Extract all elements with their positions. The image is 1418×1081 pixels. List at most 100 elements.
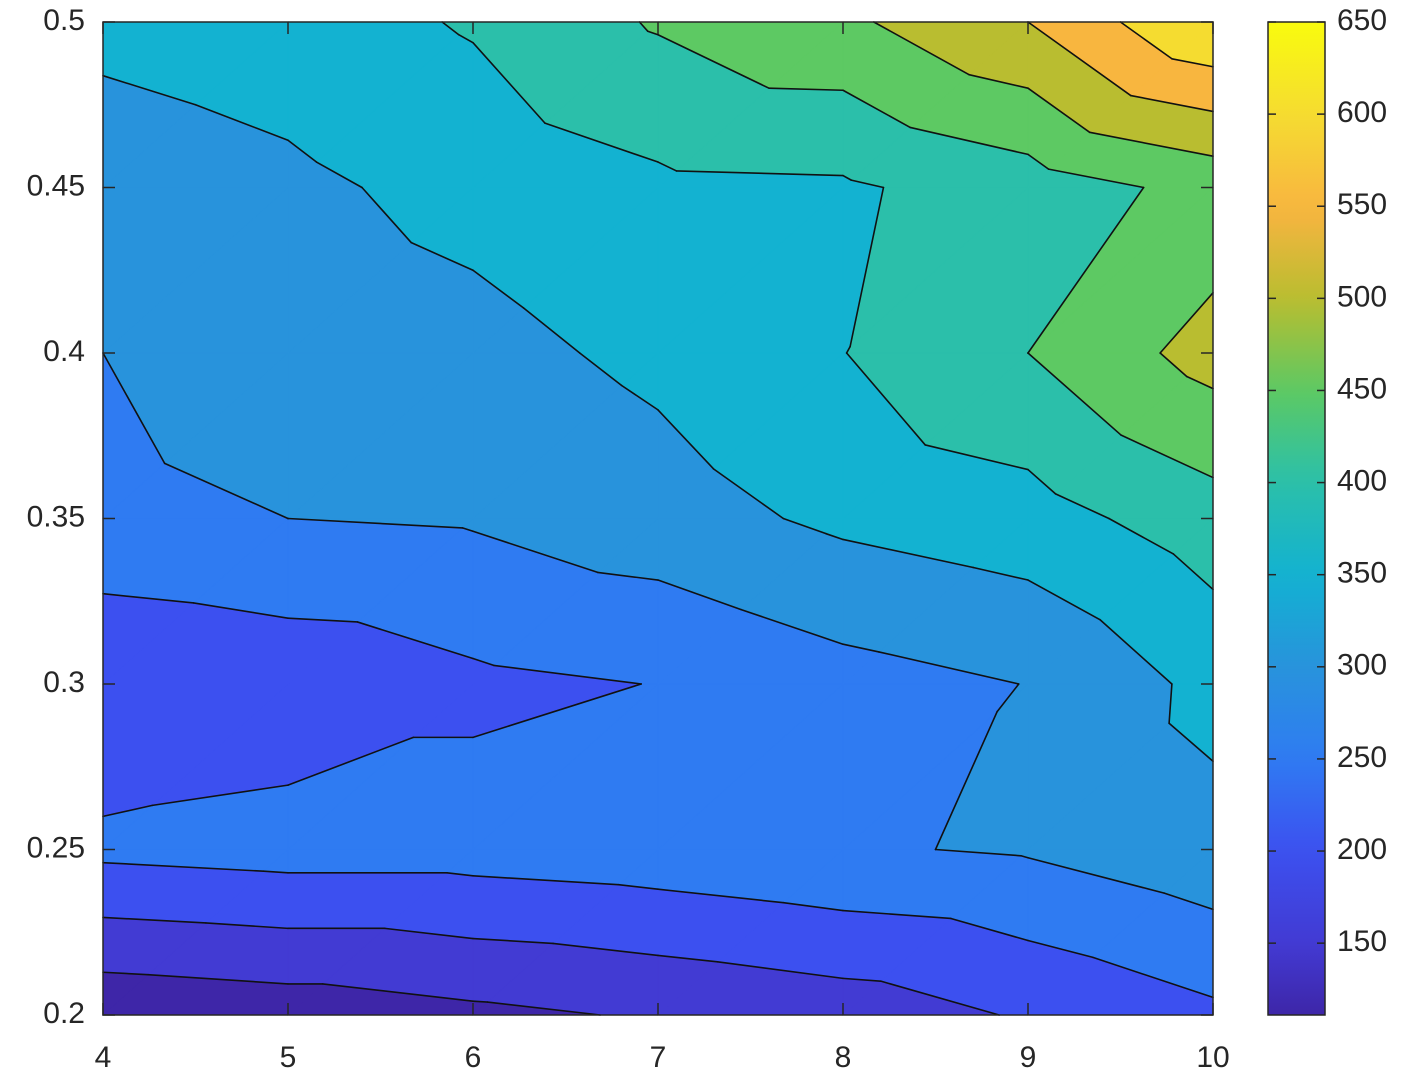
contour-line: [716, 961, 844, 980]
contour-line: [1168, 683, 1173, 725]
x-tick-label: 8: [835, 1041, 852, 1074]
contour-line: [1091, 956, 1214, 999]
contour-line: [740, 608, 844, 645]
contour-line: [845, 345, 851, 354]
colorbar-tick-label: 350: [1337, 557, 1387, 590]
y-tick-label: 0.35: [27, 500, 85, 533]
contour-line: [996, 683, 1020, 713]
contour-line: [205, 922, 289, 930]
contour-line: [102, 352, 166, 465]
contour-line: [782, 901, 844, 912]
y-tick-label: 0.2: [43, 997, 85, 1030]
contour-line: [934, 848, 1022, 857]
x-tick-label: 7: [650, 1041, 667, 1074]
contour-line: [782, 517, 827, 535]
contour-line: [880, 980, 1000, 1016]
contour-line: [1047, 168, 1145, 189]
contour-line: [102, 861, 265, 873]
contour-line: [638, 21, 649, 32]
x-tick-label: 5: [280, 1041, 297, 1074]
contour-line: [842, 909, 952, 920]
contour-line: [1027, 186, 1145, 354]
contour-line: [552, 942, 659, 957]
contour-line: [1185, 375, 1214, 390]
contour-line: [457, 33, 474, 44]
contour-line: [522, 307, 581, 354]
contour-line: [657, 33, 770, 89]
contour-line: [1027, 21, 1132, 97]
contour-line: [1027, 468, 1057, 495]
contour-line: [646, 30, 659, 36]
y-tick-label: 0.5: [43, 4, 85, 37]
contour-line: [850, 179, 885, 189]
contour-line: [441, 21, 460, 36]
contour-line: [657, 409, 715, 470]
colorbar-tick-label: 400: [1337, 464, 1387, 497]
contour-line: [620, 384, 659, 411]
contour-line: [287, 736, 415, 786]
contour-line: [356, 621, 474, 660]
contour-line: [446, 872, 474, 877]
contour-line: [972, 566, 1029, 581]
contour-line: [102, 916, 207, 924]
contour-line: [675, 170, 844, 177]
contour-line: [361, 186, 413, 244]
contour-line: [842, 643, 880, 653]
contour-line: [194, 103, 289, 142]
axes: 4 5 6 7 8 9 10 0.2 0.25 0.3 0.35 0.4 0.45 0.5 150 200 25…: [27, 4, 1387, 1074]
contour-line: [287, 617, 359, 623]
contour-line: [1054, 493, 1110, 520]
contour-line: [472, 269, 525, 309]
colorbar-tick-label: 250: [1337, 741, 1387, 774]
contour-line: [924, 444, 1029, 471]
contour-line: [1168, 722, 1214, 763]
colorbar: [1267, 21, 1326, 1016]
contour-line: [1027, 153, 1050, 170]
contour-line: [768, 87, 844, 92]
contour-line: [1027, 939, 1094, 959]
contour-line: [262, 870, 289, 874]
colorbar-tick-label: 200: [1337, 833, 1387, 866]
contour-line: [315, 161, 363, 189]
colorbar-tick-label: 650: [1337, 4, 1387, 37]
contour-line: [486, 1001, 601, 1016]
contour-line: [1027, 87, 1091, 134]
contour-line: [151, 784, 289, 807]
contour-line: [1171, 57, 1214, 68]
contour-line: [1129, 94, 1214, 113]
contour-line: [657, 888, 785, 904]
contour-line: [968, 73, 1029, 89]
contour-line: [192, 602, 289, 619]
contour-line: [102, 592, 195, 604]
colorbar-tick-label: 150: [1337, 925, 1387, 958]
contour-line: [1108, 517, 1175, 555]
contour-line: [1163, 892, 1214, 911]
contour-line: [825, 532, 844, 541]
colorbar-tick-label: 600: [1337, 96, 1387, 129]
contour-line: [1119, 21, 1173, 60]
contour-line: [1027, 352, 1122, 436]
contour-line: [472, 937, 554, 945]
contour-line: [287, 139, 318, 163]
contour-lines: [102, 21, 1214, 1016]
contour-line: [1099, 618, 1173, 685]
contour-line: [845, 352, 927, 446]
contour-line: [657, 161, 678, 172]
contour-line: [617, 883, 659, 891]
contour-line: [163, 462, 289, 520]
contour-fills: [101, 21, 1215, 1016]
colorbar-tick-label: 500: [1337, 280, 1387, 313]
contour-line: [842, 89, 911, 129]
contour-line: [472, 683, 642, 739]
contour-line: [410, 241, 474, 272]
contour-line: [1027, 856, 1166, 894]
y-tick-label: 0.3: [43, 666, 85, 699]
y-tick-label: 0.4: [43, 335, 85, 368]
contour-line: [287, 517, 464, 529]
colorbar-tick-label: 300: [1337, 649, 1387, 682]
x-tick-label: 6: [465, 1041, 482, 1074]
contour-line: [950, 917, 1029, 942]
contour-line: [472, 1000, 489, 1003]
x-tick-label: 9: [1020, 1041, 1037, 1074]
